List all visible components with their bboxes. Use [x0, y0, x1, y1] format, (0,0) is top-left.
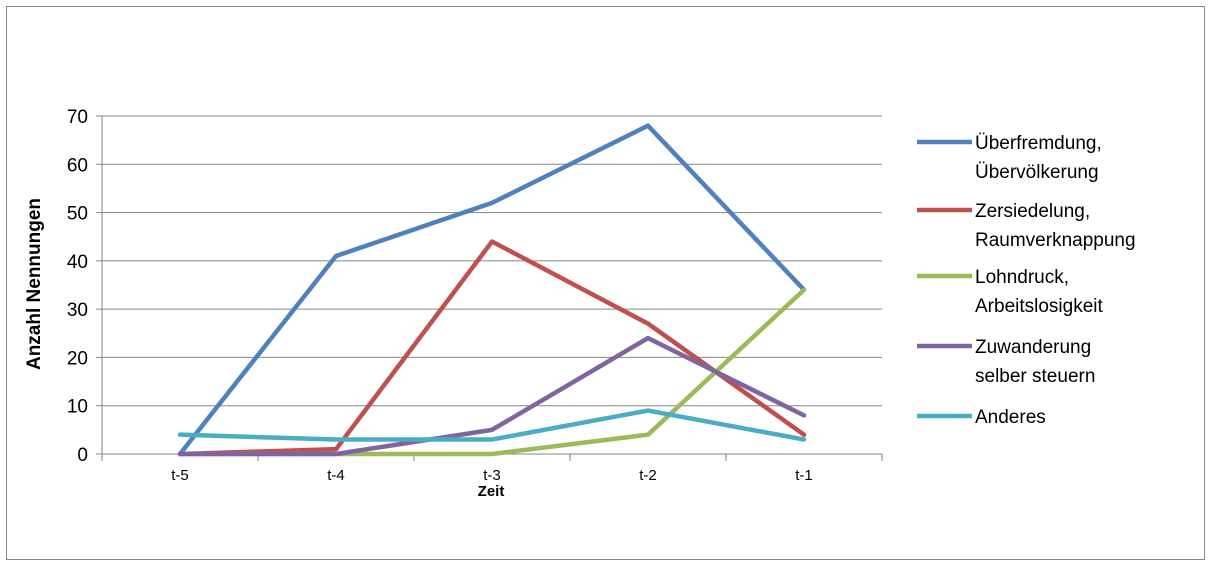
y-tick-label: 50 [67, 204, 88, 225]
y-axis-label: Anzahl Nennungen [24, 198, 45, 370]
y-tick-label: 20 [67, 348, 88, 369]
x-tick-label: t-5 [171, 467, 189, 484]
legend-entry: Zuwanderung selber steuern [917, 337, 1095, 387]
legend: Überfremdung, Übervölkerung Zersiedelung, R… [917, 133, 1136, 428]
legend-label: Zuwanderung [975, 337, 1091, 358]
legend-label: Zersiedelung, [975, 201, 1090, 222]
y-tick-label: 60 [67, 155, 88, 176]
legend-entry: Zersiedelung, Raumverknappung [917, 201, 1136, 251]
y-tick-label: 70 [67, 107, 88, 128]
legend-entry: Lohndruck, Arbeitslosigkeit [917, 267, 1103, 317]
x-axis-label: Zeit [478, 483, 505, 500]
x-tick-label: t-4 [327, 467, 345, 484]
legend-label: Überfremdung, [975, 133, 1102, 154]
x-tick-label: t-2 [639, 467, 657, 484]
legend-label: selber steuern [975, 366, 1095, 387]
x-tick-label: t-1 [795, 467, 813, 484]
y-tick-label: 10 [67, 397, 88, 418]
series-line-5 [177, 408, 807, 442]
x-tick-label: t-3 [483, 467, 501, 484]
legend-entry: Anderes [917, 407, 1046, 428]
series-lines [177, 123, 807, 457]
chart-frame [6, 6, 1205, 560]
legend-label: Anderes [975, 407, 1046, 428]
legend-entry: Überfremdung, Übervölkerung [917, 133, 1102, 183]
legend-label: Arbeitslosigkeit [975, 296, 1103, 317]
y-tick-label: 40 [67, 252, 88, 273]
legend-label: Lohndruck, [975, 267, 1069, 288]
y-tick-label: 0 [77, 445, 88, 466]
x-tick-labels: t-5 t-4 t-3 t-2 t-1 [171, 467, 813, 484]
series-line-4 [177, 335, 807, 457]
gridlines [102, 115, 882, 407]
series-line-1 [177, 123, 807, 457]
y-tick-labels: 0 10 20 30 40 50 60 70 [67, 107, 88, 466]
y-tick-label: 30 [67, 300, 88, 321]
legend-label: Raumverknappung [975, 230, 1136, 251]
legend-label: Übervölkerung [975, 162, 1099, 183]
series-line-2 [177, 239, 807, 457]
